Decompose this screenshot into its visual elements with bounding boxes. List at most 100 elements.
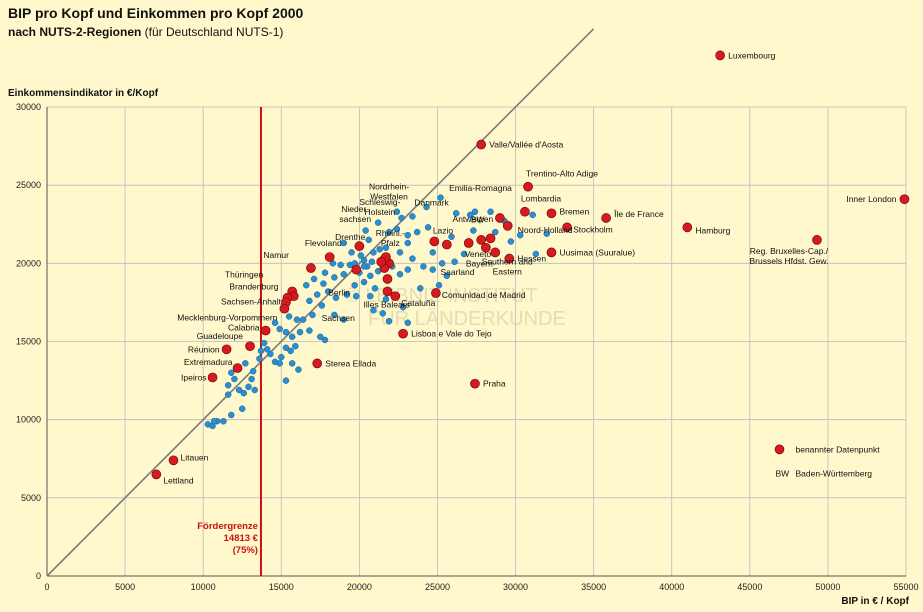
point-label: Emilia-Romagna	[449, 183, 512, 193]
data-point	[409, 255, 416, 262]
named-data-point	[312, 358, 323, 369]
data-point	[367, 272, 374, 280]
named-data-point	[476, 139, 487, 150]
named-data-point	[463, 238, 474, 248]
data-point	[310, 275, 318, 283]
data-point	[429, 249, 437, 256]
data-point	[331, 311, 338, 319]
data-point	[267, 350, 274, 358]
data-point	[306, 327, 313, 334]
point-label: Thüringen	[225, 269, 264, 279]
point-label: Brussels Hfdst. Gew.	[750, 256, 829, 266]
diagonal-line	[46, 28, 595, 577]
data-point	[507, 238, 515, 245]
named-data-point	[306, 263, 316, 273]
data-point	[306, 297, 313, 305]
named-data-point	[207, 372, 218, 383]
y-tick-label: 10000	[16, 415, 41, 425]
data-point	[516, 231, 524, 239]
data-point	[337, 261, 344, 269]
data-point	[331, 274, 338, 281]
data-point	[487, 208, 494, 215]
data-point	[321, 336, 329, 344]
data-point	[210, 417, 218, 425]
point-label: Lisboa e Vale do Tejo	[411, 329, 492, 339]
named-data-point	[279, 303, 290, 314]
data-point	[292, 342, 299, 350]
point-label: Stockholm	[573, 224, 613, 234]
point-label: Extremadura	[184, 357, 233, 367]
point-label: Nordrhein-	[369, 181, 409, 191]
point-label: Holstein	[365, 207, 396, 217]
data-point	[396, 249, 404, 256]
data-point	[242, 360, 249, 367]
data-point	[351, 281, 358, 289]
data-point	[423, 203, 430, 211]
data-point	[448, 233, 455, 241]
named-data-point	[431, 288, 441, 298]
point-label: Eastern	[493, 266, 523, 276]
point-label: Bremen	[559, 206, 589, 216]
data-point	[278, 353, 285, 361]
x-tick-label: 30000	[503, 582, 528, 592]
data-point	[287, 347, 294, 355]
data-point	[443, 272, 451, 280]
y-tick-label: 30000	[16, 102, 41, 112]
named-data-point	[390, 291, 401, 302]
data-point	[340, 271, 347, 278]
data-point	[409, 213, 416, 220]
data-point	[288, 333, 296, 341]
named-data-point	[324, 252, 335, 262]
data-point	[224, 382, 232, 389]
legend-label: benannter Datenpunkt	[795, 444, 880, 454]
data-point	[276, 325, 283, 333]
data-point	[370, 249, 377, 256]
data-point	[313, 291, 321, 298]
data-point	[332, 294, 340, 301]
y-tick-label: 0	[36, 571, 41, 581]
threshold-label: (75%)	[233, 545, 258, 556]
data-point	[404, 319, 412, 326]
point-label: Lombardia	[521, 194, 561, 204]
named-data-point	[774, 444, 785, 455]
subtitle-rest: (für Deutschland NUTS-1)	[141, 25, 284, 39]
point-label: Berlin	[328, 288, 350, 298]
data-point	[398, 214, 405, 222]
named-data-point	[490, 247, 501, 258]
legend-abbr: BW	[775, 468, 789, 478]
x-tick-label: 0	[44, 582, 49, 592]
point-label: Sachsen	[322, 313, 355, 323]
data-point	[317, 333, 324, 341]
y-tick-label: 15000	[16, 337, 41, 347]
point-label: Rheinl.-	[376, 228, 405, 238]
x-tick-label: 10000	[191, 582, 216, 592]
point-label: Cataluña	[401, 298, 435, 308]
data-point	[235, 386, 243, 394]
point-label: Saarland	[440, 267, 474, 277]
data-point	[238, 405, 246, 412]
point-label: Mecklenburg-Vorpommern	[177, 313, 277, 323]
data-point	[293, 316, 301, 323]
x-tick-label: 20000	[347, 582, 372, 592]
point-label: Hessen	[517, 254, 546, 264]
point-label: Danmark	[414, 197, 449, 207]
data-point	[374, 219, 382, 226]
named-data-point	[504, 253, 515, 264]
x-tick-label: 40000	[659, 582, 684, 592]
point-label: Noord-Holland	[518, 225, 573, 235]
data-point	[309, 311, 316, 319]
data-point	[491, 228, 499, 236]
data-point	[352, 292, 360, 300]
data-point	[251, 386, 258, 394]
point-label: Litauen	[181, 452, 209, 462]
data-point	[245, 383, 252, 391]
data-point	[471, 208, 479, 215]
data-point	[295, 366, 302, 373]
named-data-point	[495, 213, 505, 223]
data-point	[249, 367, 257, 375]
data-point	[396, 271, 404, 278]
x-axis-label: BIP in € / Kopf	[841, 596, 909, 607]
data-point	[276, 360, 283, 367]
data-point	[376, 246, 383, 253]
point-label: Réunion	[188, 344, 220, 354]
